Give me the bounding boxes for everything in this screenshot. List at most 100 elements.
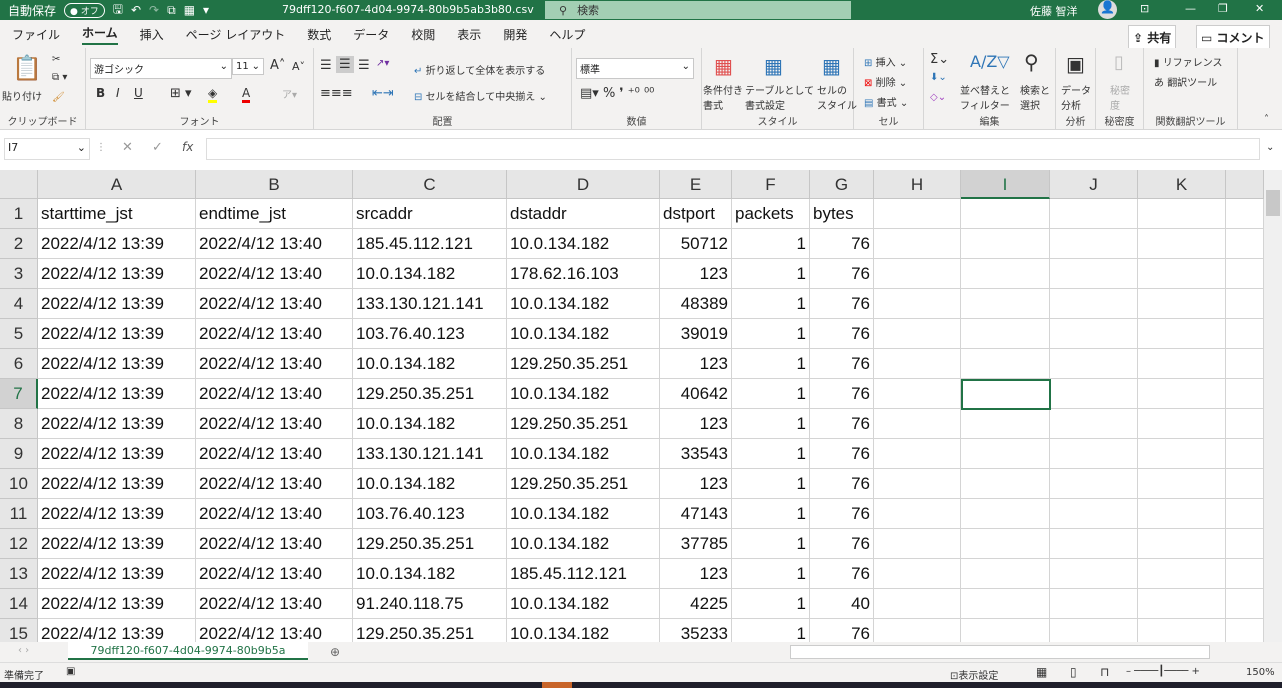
cell[interactable]: 1: [732, 439, 810, 469]
cell[interactable]: [874, 439, 961, 469]
tab-7[interactable]: 表示: [457, 27, 482, 42]
cell[interactable]: 76: [810, 379, 874, 409]
tab-8[interactable]: 開発: [503, 27, 528, 42]
cell[interactable]: [874, 409, 961, 439]
cell[interactable]: 76: [810, 469, 874, 499]
ribbon-display-icon[interactable]: ⊡: [1140, 2, 1150, 15]
cell[interactable]: 1: [732, 259, 810, 289]
selected-cell-cursor[interactable]: [961, 379, 1051, 410]
cell[interactable]: 33543: [660, 439, 732, 469]
sheet-nav-icon[interactable]: ‹ ›: [18, 645, 30, 656]
cell-styles-button[interactable]: セルの スタイル: [817, 86, 857, 112]
paste-button[interactable]: 貼り付け: [2, 92, 42, 103]
cell[interactable]: 123: [660, 409, 732, 439]
number-format-select[interactable]: 標準 ⌄: [576, 58, 694, 79]
column-title-cell[interactable]: dstaddr: [507, 199, 660, 229]
cell[interactable]: 2022/4/12 13:39: [38, 349, 196, 379]
cell[interactable]: 1: [732, 529, 810, 559]
tab-4[interactable]: 数式: [307, 27, 332, 42]
cell[interactable]: [1226, 469, 1264, 499]
tab-6[interactable]: 校閲: [411, 27, 436, 42]
column-title-cell[interactable]: starttime_jst: [38, 199, 196, 229]
cell[interactable]: 2022/4/12 13:39: [38, 439, 196, 469]
insert-function-icon[interactable]: fx: [182, 140, 194, 154]
cell[interactable]: 2022/4/12 13:40: [196, 469, 353, 499]
cell[interactable]: 1: [732, 559, 810, 589]
cell[interactable]: [1226, 289, 1264, 319]
cell[interactable]: 1: [732, 379, 810, 409]
cell[interactable]: 40: [810, 589, 874, 619]
column-header-J[interactable]: J: [1050, 170, 1138, 199]
restore-icon[interactable]: ❐: [1218, 2, 1228, 15]
align-bottom-icon[interactable]: ☰: [358, 58, 370, 73]
cell[interactable]: [961, 229, 1050, 259]
enter-icon[interactable]: ✓: [152, 140, 163, 155]
cell[interactable]: 129.250.35.251: [353, 379, 507, 409]
column-title-cell[interactable]: dstport: [660, 199, 732, 229]
cell[interactable]: [1138, 229, 1226, 259]
cell[interactable]: [961, 469, 1050, 499]
cell[interactable]: [961, 289, 1050, 319]
cell[interactable]: 123: [660, 259, 732, 289]
bold-button[interactable]: B: [96, 86, 106, 100]
cell[interactable]: 76: [810, 289, 874, 319]
cell[interactable]: 10.0.134.182: [507, 229, 660, 259]
cell[interactable]: 2022/4/12 13:40: [196, 349, 353, 379]
cell[interactable]: 76: [810, 259, 874, 289]
cell[interactable]: [874, 349, 961, 379]
cell[interactable]: [1138, 349, 1226, 379]
cell[interactable]: 2022/4/12 13:40: [196, 559, 353, 589]
copy-icon[interactable]: ⧉: [167, 2, 176, 17]
phonetic-icon[interactable]: ア▾: [282, 90, 298, 101]
row-header-13[interactable]: 13: [0, 559, 38, 589]
clear-icon[interactable]: ◇⌄: [930, 92, 947, 103]
column-header-I[interactable]: I: [961, 170, 1050, 199]
cell[interactable]: 185.45.112.121: [353, 229, 507, 259]
cell[interactable]: 178.62.16.103: [507, 259, 660, 289]
cell[interactable]: 37785: [660, 529, 732, 559]
column-title-cell[interactable]: packets: [732, 199, 810, 229]
cell[interactable]: [1226, 379, 1264, 409]
column-header-K[interactable]: K: [1138, 170, 1226, 199]
column-header-F[interactable]: F: [732, 170, 810, 199]
cell[interactable]: [1050, 319, 1138, 349]
row-header-14[interactable]: 14: [0, 589, 38, 619]
row-header-2[interactable]: 2: [0, 229, 38, 259]
row-header-4[interactable]: 4: [0, 289, 38, 319]
find-select-button[interactable]: 検索と 選択: [1020, 86, 1050, 112]
data-analysis-button[interactable]: データ 分析: [1061, 86, 1091, 112]
close-icon[interactable]: ✕: [1255, 2, 1265, 15]
accessibility-icon[interactable]: ▣: [66, 666, 76, 677]
save-icon[interactable]: 🖫: [112, 1, 123, 16]
cell[interactable]: [1050, 349, 1138, 379]
tab-0[interactable]: ファイル: [12, 27, 61, 42]
cell[interactable]: 39019: [660, 319, 732, 349]
cell[interactable]: [1050, 229, 1138, 259]
cell[interactable]: 129.250.35.251: [507, 349, 660, 379]
cell[interactable]: 10.0.134.182: [353, 559, 507, 589]
cell[interactable]: [874, 559, 961, 589]
cell[interactable]: 2022/4/12 13:40: [196, 289, 353, 319]
column-header-E[interactable]: E: [660, 170, 732, 199]
column-title-cell[interactable]: endtime_jst: [196, 199, 353, 229]
cell[interactable]: 10.0.134.182: [353, 349, 507, 379]
page-layout-icon[interactable]: ▯: [1070, 665, 1077, 679]
cell[interactable]: 103.76.40.123: [353, 319, 507, 349]
zoom-slider[interactable]: – ────┃──── +: [1126, 666, 1200, 677]
cell[interactable]: 48389: [660, 289, 732, 319]
cell[interactable]: 129.250.35.251: [507, 469, 660, 499]
delete-cells-button[interactable]: ⊠ 削除 ⌄: [864, 78, 908, 89]
align-top-icon[interactable]: ☰: [320, 58, 332, 73]
cell[interactable]: 10.0.134.182: [507, 529, 660, 559]
cell[interactable]: 2022/4/12 13:40: [196, 529, 353, 559]
row-header-3[interactable]: 3: [0, 259, 38, 289]
shrink-font-icon[interactable]: A˅: [292, 60, 306, 73]
name-box[interactable]: I7 ⌄: [4, 138, 90, 160]
fill-color-icon[interactable]: ◈: [208, 86, 218, 103]
cell[interactable]: 91.240.118.75: [353, 589, 507, 619]
cell[interactable]: 2022/4/12 13:39: [38, 469, 196, 499]
borders-icon[interactable]: ⊞ ▾: [170, 86, 192, 101]
row-header-9[interactable]: 9: [0, 439, 38, 469]
font-size-select[interactable]: 11 ⌄: [232, 58, 264, 75]
cell[interactable]: [1138, 379, 1226, 409]
